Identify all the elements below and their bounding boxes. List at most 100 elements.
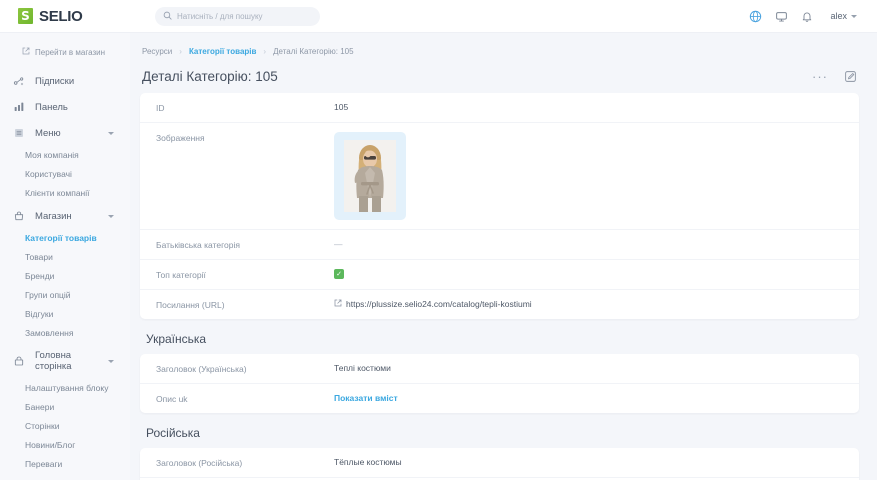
sidebar-item-dashboard[interactable]: Панель: [0, 95, 130, 119]
sidebar-subitem-company-clients[interactable]: Клієнти компанії: [25, 187, 90, 198]
sidebar-group-shop: Магазин Категорії товарів Товари Бренди …: [0, 204, 130, 342]
row-label: Опис uk: [156, 394, 188, 404]
sidebar-group-settings: Налаштування Налаштування: [0, 475, 130, 480]
row-label: Топ категорії: [156, 270, 206, 280]
chevron-down-icon: [108, 214, 114, 218]
page-actions: ···: [812, 70, 857, 83]
sidebar-group-menu: Меню Моя компанія Користувачі Клієнти ко…: [0, 121, 130, 202]
row-value: Показати вміст: [334, 393, 398, 403]
chevron-down-icon: [108, 359, 114, 363]
sidebar-subitem-orders[interactable]: Замовлення: [25, 327, 74, 338]
detail-row-url: Посилання (URL) https://plussize.selio24…: [140, 290, 859, 319]
row-label: ID: [156, 103, 165, 113]
sparkles-icon: [12, 75, 26, 87]
sidebar: Перейти в магазин Підписки: [0, 33, 130, 480]
detail-row-top-category: Топ категорії ✓: [140, 260, 859, 290]
breadcrumb-separator-icon: ›: [263, 47, 267, 56]
detail-row-id: ID 105: [140, 93, 859, 123]
sidebar-subitem-news-blog[interactable]: Новини/Блог: [25, 439, 76, 450]
list-icon: [12, 127, 26, 139]
more-options-icon[interactable]: ···: [812, 69, 828, 84]
breadcrumb-current: Деталі Категорію: 105: [273, 47, 354, 56]
home-bag-icon: [12, 355, 26, 367]
brand-name: SELIO: [39, 7, 83, 25]
detail-row-parent-category: Батьківська категорія —: [140, 230, 859, 260]
page-title: Деталі Категорію: 105: [142, 69, 278, 84]
row-value: 105: [334, 102, 349, 112]
bell-icon[interactable]: [801, 10, 813, 23]
product-photo: [344, 140, 396, 212]
row-value: Тёплые костюмы: [334, 457, 402, 467]
sidebar-subitem-my-company[interactable]: Моя компанія: [25, 149, 79, 160]
top-bar: S SELIO: [0, 0, 877, 33]
chevron-down-icon: [108, 131, 114, 135]
row-value: ✓: [334, 269, 344, 279]
row-label: Посилання (URL): [156, 300, 225, 310]
external-link-icon: [334, 299, 342, 309]
search-box[interactable]: [155, 6, 320, 26]
sidebar-subitem-reviews[interactable]: Відгуки: [25, 308, 54, 319]
bag-icon: [12, 210, 26, 222]
search-container: [155, 6, 320, 26]
sidebar-item-menu[interactable]: Меню: [0, 121, 130, 145]
edit-pencil-icon[interactable]: [844, 70, 857, 83]
row-value: —: [334, 239, 343, 249]
row-label: Зображення: [156, 133, 205, 143]
page-header: Деталі Категорію: 105 ···: [140, 66, 859, 93]
search-input[interactable]: [177, 11, 312, 21]
detail-row-description-uk: Опис uk Показати вміст: [140, 384, 859, 413]
sidebar-subitem-block-settings[interactable]: Налаштування блоку: [25, 382, 109, 393]
row-label: Заголовок (Російська): [156, 458, 243, 468]
show-content-link-uk[interactable]: Показати вміст: [334, 393, 398, 403]
row-value: [334, 132, 406, 220]
sidebar-group-dashboard: Панель: [0, 95, 130, 119]
monitor-icon[interactable]: [775, 10, 788, 23]
sidebar-item-label: Головна сторінка: [35, 350, 72, 372]
sidebar-store-link-label: Перейти в магазин: [35, 47, 105, 57]
external-link-icon: [22, 47, 30, 57]
sidebar-store-link[interactable]: Перейти в магазин: [0, 43, 130, 61]
sidebar-subitem-advantages[interactable]: Переваги: [25, 458, 63, 469]
sidebar-item-shop[interactable]: Магазин: [0, 204, 130, 228]
sidebar-item-settings[interactable]: Налаштування: [0, 475, 130, 480]
section-title-ukrainian: Українська: [146, 332, 207, 346]
sidebar-item-homepage[interactable]: Головна сторінка: [0, 344, 130, 378]
row-value: Теплі костюми: [334, 363, 391, 373]
sidebar-subitem-users[interactable]: Користувачі: [25, 168, 72, 179]
search-icon: [163, 7, 172, 25]
brand-logo[interactable]: S SELIO: [18, 8, 128, 25]
breadcrumb-parent[interactable]: Категорії товарів: [188, 47, 257, 56]
bar-chart-icon: [12, 101, 26, 113]
chevron-down-icon: [851, 14, 857, 18]
main-content: Ресурси › Категорії товарів › Деталі Кат…: [130, 33, 877, 480]
sidebar-item-label: Панель: [35, 101, 68, 113]
details-card: ID 105 Зображення: [140, 93, 859, 319]
russian-card: Заголовок (Російська) Тёплые костюмы Опи…: [140, 448, 859, 480]
globe-icon[interactable]: [749, 10, 762, 23]
sidebar-item-label: Меню: [35, 127, 61, 139]
sidebar-subitem-option-groups[interactable]: Групи опцій: [25, 289, 71, 300]
detail-row-title-ru: Заголовок (Російська) Тёплые костюмы: [140, 448, 859, 478]
row-label: Заголовок (Українська): [156, 364, 247, 374]
top-category-checkbox: ✓: [334, 269, 344, 279]
breadcrumb-root[interactable]: Ресурси: [142, 47, 173, 56]
sidebar-item-label: Магазин: [35, 210, 72, 222]
sidebar-group-subscriptions: Підписки: [0, 69, 130, 93]
breadcrumb: Ресурси › Категорії товарів › Деталі Кат…: [140, 33, 859, 66]
sidebar-subitem-product-categories[interactable]: Категорії товарів: [25, 232, 97, 243]
sidebar-subitem-products[interactable]: Товари: [25, 251, 53, 262]
breadcrumb-separator-icon: ›: [179, 47, 182, 56]
sidebar-item-subscriptions[interactable]: Підписки: [0, 69, 130, 93]
sidebar-subitem-pages[interactable]: Сторінки: [25, 420, 60, 431]
user-name: alex: [830, 11, 847, 21]
top-bar-actions: alex: [749, 10, 863, 23]
user-menu[interactable]: alex: [830, 11, 857, 21]
detail-row-image: Зображення: [140, 123, 859, 230]
category-url-link[interactable]: https://plussize.selio24.com/catalog/tep…: [346, 299, 532, 309]
sidebar-subitem-banners[interactable]: Банери: [25, 401, 55, 412]
section-title-russian: Російська: [146, 426, 200, 440]
sidebar-subitem-brands[interactable]: Бренди: [25, 270, 55, 281]
row-value: https://plussize.selio24.com/catalog/tep…: [334, 299, 532, 309]
category-image-thumbnail[interactable]: [334, 132, 406, 220]
